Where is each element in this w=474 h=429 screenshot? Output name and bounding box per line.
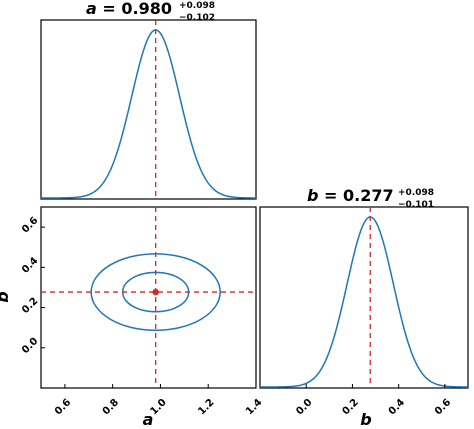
marginal-b-title-minus: −0.101: [398, 200, 434, 210]
marginal-b-xlabel: b: [360, 410, 371, 429]
joint-xtick-label: 0.8: [101, 397, 121, 417]
joint-ytick-label: 0.4: [20, 255, 40, 275]
marginal-b-title-plus: +0.098: [398, 188, 434, 198]
marginal-a-frame: [40, 19, 257, 200]
marginal-a-title-param: a: [86, 0, 97, 18]
marginal-a-title: a = 0.980: [86, 0, 172, 18]
marginal-a-panel: a = 0.980 +0.098 −0.102: [40, 0, 257, 200]
joint-xtick-label: 1.4: [244, 397, 264, 417]
marginal-b-xtick-label: 0.2: [341, 397, 361, 417]
marginal-a-title-plus: +0.098: [179, 1, 215, 11]
marginal-b-curve: [260, 216, 469, 388]
joint-xtick-label: 0.6: [53, 397, 73, 417]
joint-ytick-label: 0.2: [20, 296, 40, 316]
marginal-b-panel: 0.0 0.2 0.4 0.6 b b = 0.277 +0.098 −0.101: [259, 186, 469, 429]
marginal-b-xtick-label: 0.6: [433, 397, 453, 417]
best-fit-point: [152, 288, 159, 296]
joint-panel: 0.60.81.01.21.4 0.00.20.40.6 a b: [0, 206, 264, 429]
marginal-b-title: b = 0.277: [307, 186, 394, 205]
joint-frame: [40, 206, 257, 389]
joint-ytick-label: 0.6: [20, 215, 40, 235]
marginal-a-curve: [41, 29, 257, 199]
marginal-a-title-center: 0.980: [121, 0, 172, 18]
joint-xlabel: a: [143, 410, 154, 429]
marginal-b-xtick-label: 0.4: [387, 397, 407, 417]
marginal-b-frame: [259, 206, 469, 389]
joint-xtick-label: 1.2: [196, 397, 216, 417]
joint-ytick-label: 0.0: [20, 336, 40, 356]
marginal-a-title-minus: −0.102: [179, 13, 215, 23]
marginal-b-xtick-label: 0.0: [294, 397, 314, 417]
marginal-b-title-center: 0.277: [343, 186, 394, 205]
joint-ylabel: b: [0, 291, 12, 302]
marginal-b-title-param: b: [307, 186, 318, 205]
